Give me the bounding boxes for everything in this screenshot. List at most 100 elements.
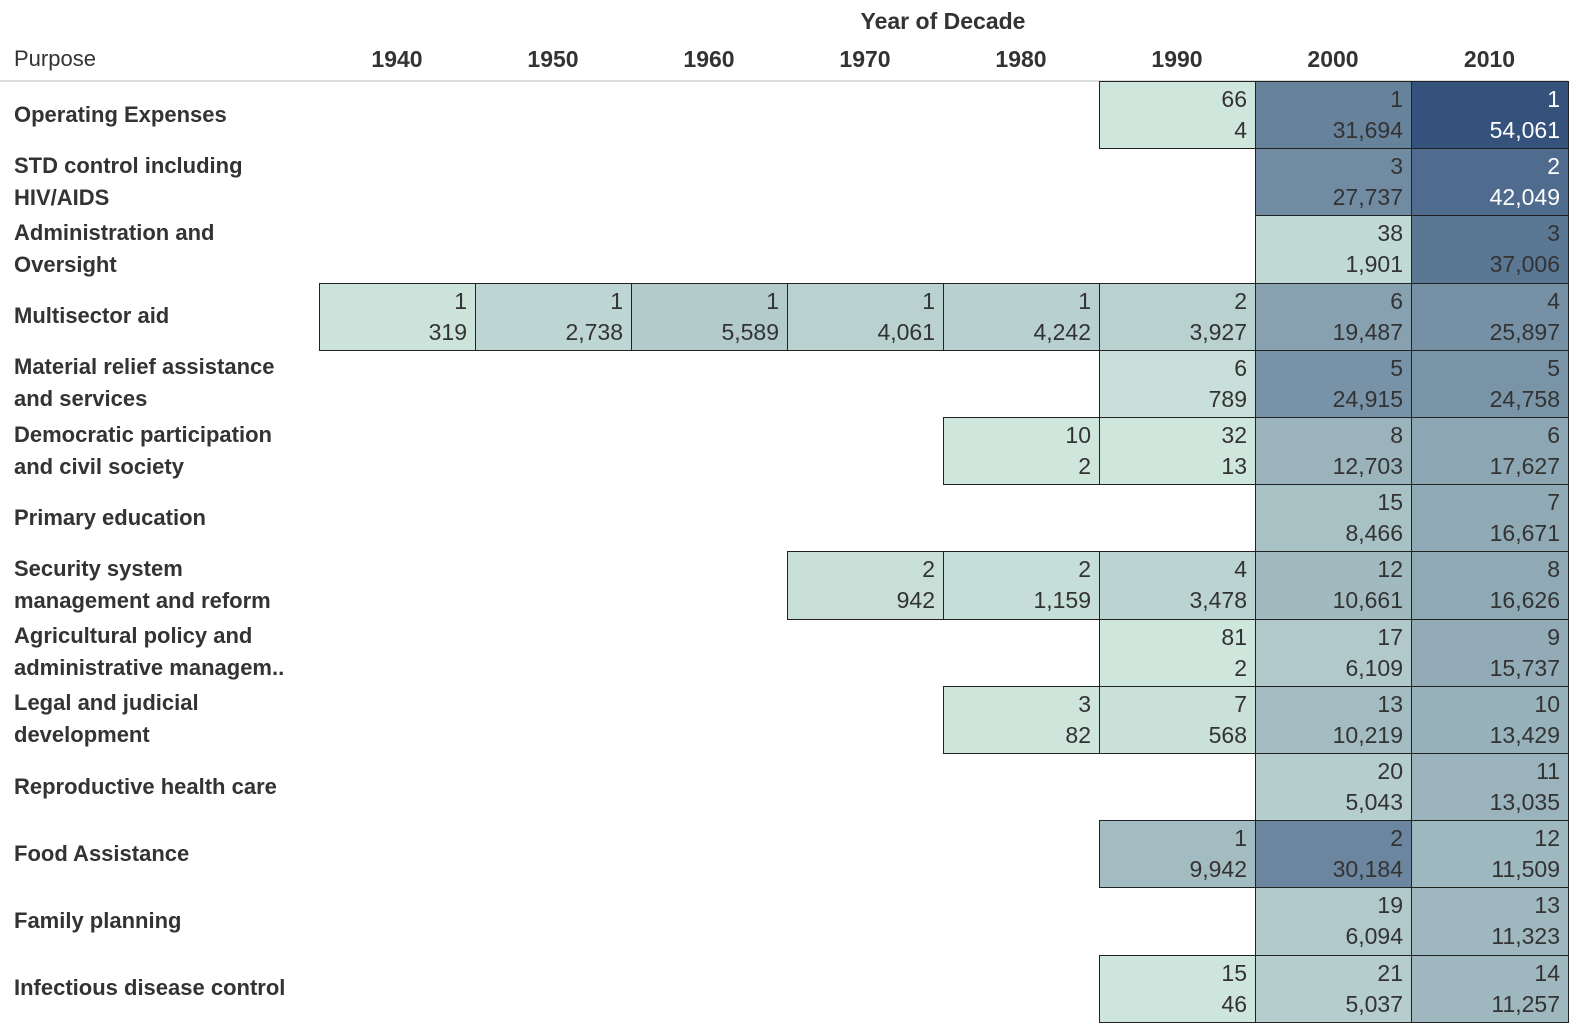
cell-value-label: 3,478 [1189, 587, 1247, 614]
heatmap-cell: 6 19,487 [1255, 282, 1412, 351]
cell-rank-label: 2 [922, 556, 935, 583]
cell-rank-label: 6 [1390, 287, 1403, 314]
cell-value-label: 5,043 [1345, 789, 1403, 815]
row-label-multisector-aid: Multisector aid [14, 303, 170, 329]
cell-value-label: 13,035 [1489, 789, 1560, 815]
heatmap-cell: 1 4,242 [943, 282, 1100, 351]
heatmap-cell: 38 1,901 [1255, 215, 1412, 284]
row-label-democratic-participation-and-civil-society: Democratic participation and civil socie… [14, 421, 272, 479]
heatmap-cell: 66 4 [1099, 81, 1256, 150]
row-label-food-assistance: Food Assistance [14, 840, 190, 866]
row-label-legal-and-judicial-development: Legal and judicial development [14, 690, 199, 748]
cell-value-label: 11,323 [1491, 923, 1560, 950]
cell-rank-label: 1 [1390, 86, 1403, 112]
cell-value-label: 2,738 [565, 318, 623, 345]
cell-rank-label: 12 [1377, 556, 1403, 583]
cell-rank-label: 32 [1221, 422, 1247, 448]
cell-rank-label: 6 [1547, 422, 1560, 448]
heatmap-cell: 8 16,626 [1411, 551, 1569, 620]
cell-value-label: 5,589 [721, 318, 779, 345]
cell-rank-label: 1 [454, 287, 467, 314]
cell-value-label: 2 [1078, 453, 1091, 479]
column-header-1980: 1980 [995, 46, 1047, 72]
cell-rank-label: 8 [1547, 556, 1560, 583]
cell-value-label: 4 [1234, 117, 1247, 143]
cell-rank-label: 21 [1377, 959, 1403, 986]
cell-value-label: 27,737 [1332, 184, 1403, 211]
cell-value-label: 13 [1221, 453, 1247, 479]
cell-rank-label: 14 [1534, 959, 1560, 986]
heatmap-cell: 15 8,466 [1255, 484, 1412, 553]
heatmap-cell: 5 24,915 [1255, 349, 1412, 418]
cell-value-label: 1,901 [1345, 251, 1403, 278]
heatmap-cell: 1 5,589 [631, 282, 788, 351]
cell-rank-label: 13 [1534, 892, 1560, 919]
heatmap-cell: 20 5,043 [1255, 753, 1412, 822]
column-header-1960: 1960 [683, 46, 735, 72]
cell-rank-label: 3 [1390, 153, 1403, 180]
row-label-agricultural-policy-and-administrative-managem: Agricultural policy and administrative m… [14, 623, 285, 681]
column-header-2000: 2000 [1307, 46, 1359, 72]
cell-value-label: 3,927 [1189, 318, 1247, 345]
heatmap-cell: 7 16,671 [1411, 484, 1569, 553]
cell-rank-label: 5 [1390, 354, 1403, 381]
heatmap-cell: 12 11,509 [1411, 820, 1569, 889]
cell-value-label: 11,509 [1491, 856, 1560, 883]
cell-value-label: 82 [1065, 721, 1091, 748]
header-divider [0, 80, 1568, 82]
cell-value-label: 319 [428, 318, 467, 345]
cell-value-label: 5,037 [1345, 990, 1403, 1017]
heatmap-cell: 3 27,737 [1255, 148, 1412, 217]
heatmap-cell: 7 568 [1099, 685, 1256, 754]
heatmap-cell: 1 2,738 [475, 282, 632, 351]
cell-value-label: 10,219 [1332, 721, 1403, 748]
cell-rank-label: 15 [1221, 959, 1247, 986]
heatmap-cell: 32 13 [1099, 417, 1256, 486]
heatmap-cell: 10 13,429 [1411, 685, 1569, 754]
column-header-1950: 1950 [527, 46, 579, 72]
cell-rank-label: 3 [1547, 220, 1560, 247]
heatmap-cell: 10 2 [943, 417, 1100, 486]
cell-value-label: 19,487 [1332, 318, 1403, 345]
heatmap-cell: 6 17,627 [1411, 417, 1569, 486]
heatmap-cell: 8 12,703 [1255, 417, 1412, 486]
row-label-family-planning: Family planning [14, 907, 182, 933]
cell-rank-label: 6 [1234, 354, 1247, 381]
cell-rank-label: 9 [1547, 623, 1560, 650]
cell-rank-label: 38 [1377, 220, 1403, 247]
cell-value-label: 24,758 [1489, 385, 1560, 412]
cell-value-label: 16,626 [1489, 587, 1560, 614]
cell-value-label: 8,466 [1345, 520, 1403, 547]
cell-rank-label: 66 [1221, 86, 1247, 112]
row-label-administration-and-oversight: Administration and Oversight [14, 219, 215, 277]
heatmap-cell: 9 15,737 [1411, 618, 1569, 687]
heatmap-cell: 1 319 [319, 282, 476, 351]
cell-rank-label: 3 [1078, 690, 1091, 717]
cell-rank-label: 2 [1390, 825, 1403, 852]
cell-value-label: 37,006 [1489, 251, 1560, 278]
cell-rank-label: 2 [1078, 556, 1091, 583]
heatmap-cell: 2 30,184 [1255, 820, 1412, 889]
cell-value-label: 942 [896, 587, 935, 614]
column-title: Year of Decade [860, 8, 1026, 34]
heatmap-cell: 12 10,661 [1255, 551, 1412, 620]
cell-value-label: 9,942 [1189, 856, 1247, 883]
cell-value-label: 17,627 [1489, 453, 1560, 479]
heatmap-cell: 17 6,109 [1255, 618, 1412, 687]
heatmap-cell: 81 2 [1099, 618, 1256, 687]
heatmap-cell: 2 42,049 [1411, 148, 1569, 217]
cell-rank-label: 15 [1377, 489, 1403, 516]
row-label-operating-expenses: Operating Expenses [14, 101, 227, 127]
heatmap-cell: 2 942 [787, 551, 944, 620]
heatmap-cell: 3 82 [943, 685, 1100, 754]
cell-rank-label: 7 [1234, 690, 1247, 717]
cell-rank-label: 7 [1547, 489, 1560, 516]
cell-rank-label: 1 [610, 287, 623, 314]
row-label-primary-education: Primary education [14, 504, 206, 530]
cell-rank-label: 1 [922, 287, 935, 314]
cell-rank-label: 5 [1547, 354, 1560, 381]
cell-value-label: 568 [1208, 721, 1247, 748]
cell-rank-label: 10 [1534, 690, 1560, 717]
cell-rank-label: 10 [1065, 422, 1091, 448]
heatmap-cell: 2 3,927 [1099, 282, 1256, 351]
